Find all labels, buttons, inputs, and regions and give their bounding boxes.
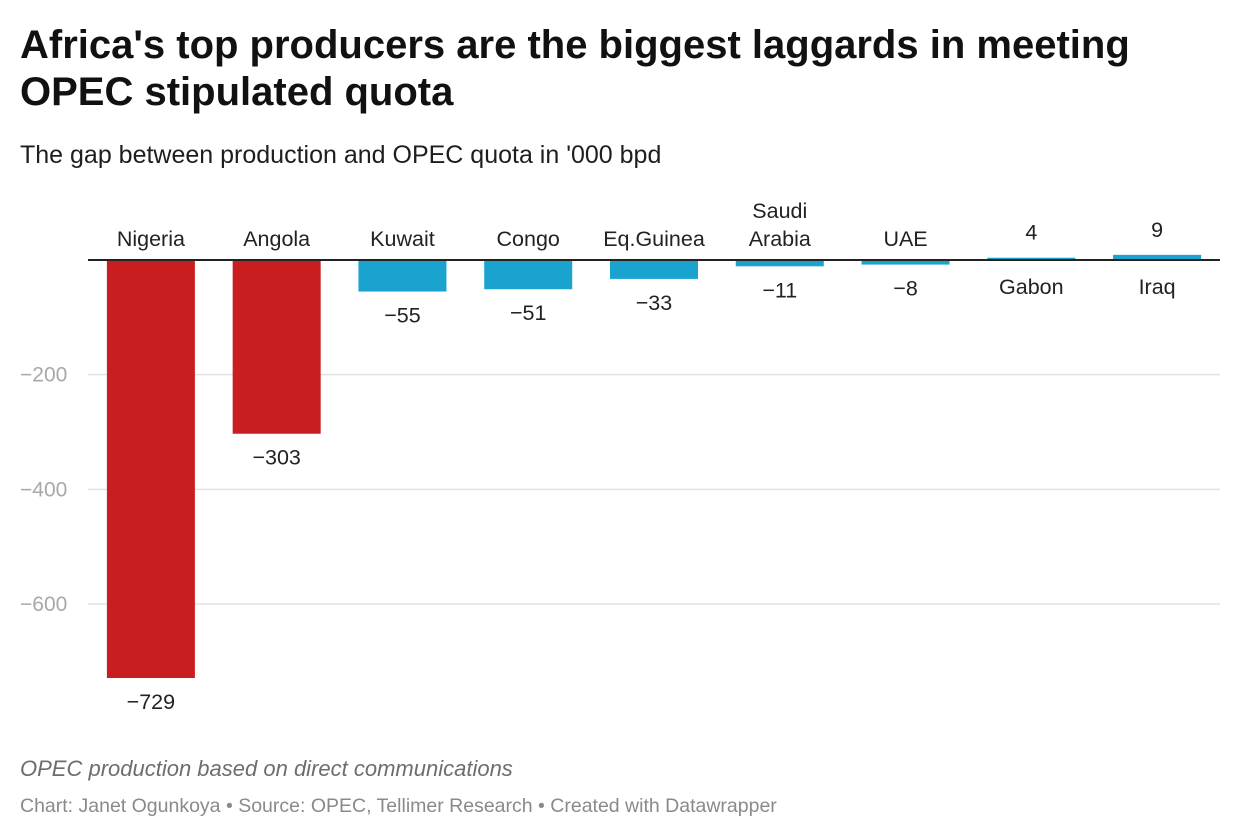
- value-label: −11: [762, 278, 797, 302]
- y-tick-label: −200: [20, 364, 67, 387]
- bar: [232, 260, 321, 434]
- category-label: UAE: [883, 227, 927, 251]
- bar: [610, 260, 698, 279]
- y-tick-label: −400: [20, 478, 67, 501]
- bar: [861, 260, 950, 265]
- value-label: −729: [127, 690, 175, 714]
- value-label: −303: [252, 446, 300, 470]
- bar: [358, 260, 447, 292]
- value-label: −8: [893, 277, 918, 301]
- category-label: Nigeria: [117, 227, 185, 251]
- bar: [987, 257, 1076, 260]
- bar-chart: −200 −400 −600 Nigeria −729 Angola −303 Kuwait −…: [20, 199, 1220, 714]
- chart-title: Africa's top producers are the biggest l…: [20, 23, 1130, 114]
- footnote: OPEC production based on direct communic…: [20, 756, 513, 781]
- bar: [106, 260, 195, 678]
- value-label: 9: [1151, 218, 1163, 242]
- category-label: Angola: [243, 227, 310, 251]
- value-label: −33: [636, 291, 673, 315]
- category-label: Arabia: [749, 227, 811, 251]
- value-label: −51: [510, 301, 546, 325]
- chart-subtitle: The gap between production and OPEC quot…: [20, 141, 662, 169]
- category-label: Saudi: [752, 199, 807, 223]
- value-label: 4: [1025, 221, 1037, 245]
- chart-credits: Chart: Janet Ogunkoya • Source: OPEC, Te…: [20, 795, 777, 817]
- bar: [484, 260, 573, 290]
- bar: [1113, 254, 1202, 260]
- y-tick-label: −600: [20, 593, 67, 616]
- category-label: Gabon: [999, 275, 1064, 299]
- category-label: Eq.Guinea: [603, 227, 705, 251]
- bar: [735, 260, 824, 267]
- category-label: Congo: [497, 227, 560, 251]
- category-label: Kuwait: [370, 227, 435, 251]
- value-label: −55: [384, 304, 421, 328]
- category-label: Iraq: [1139, 275, 1176, 299]
